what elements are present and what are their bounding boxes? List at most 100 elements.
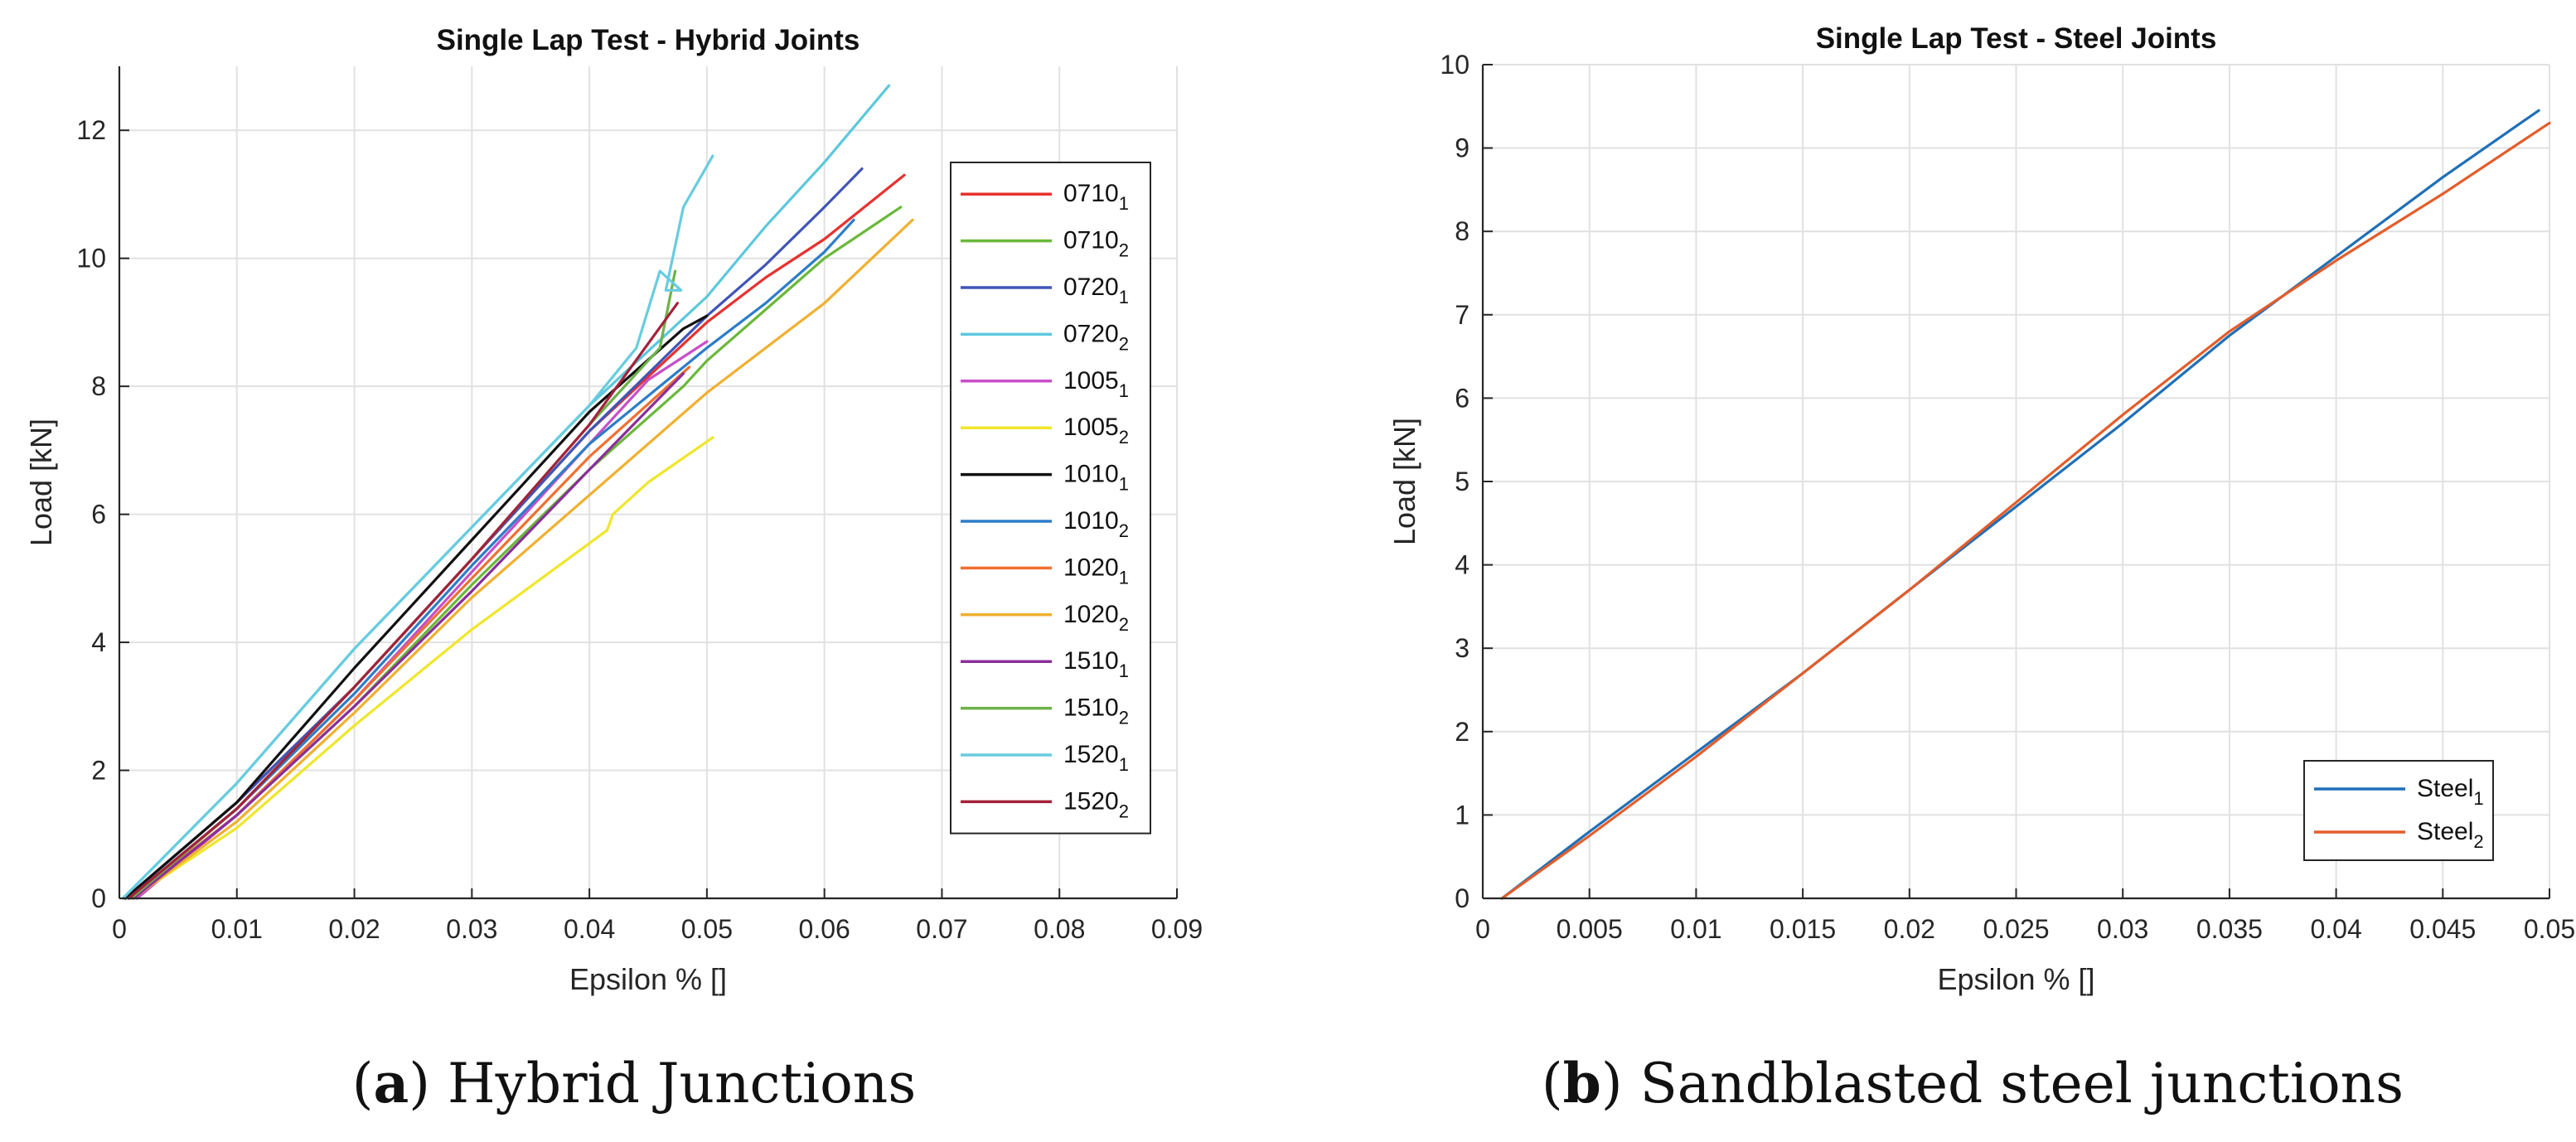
x-tick-label: 0.05 [681,914,733,944]
series-line-1010-2 [127,218,855,900]
legend-entry-subscript: 1 [1119,380,1129,401]
x-tick-label: 0.005 [1557,914,1623,944]
y-tick-label: 3 [1455,633,1470,663]
legend-entry: 07102 [1063,227,1129,261]
legend-entry-name: 1510 [1063,647,1119,675]
x-tick-label: 0 [1475,914,1490,944]
legend-entry: 10051 [1063,367,1129,401]
y-tick-label: 8 [91,371,106,401]
legend-entry: 10202 [1063,601,1129,635]
legend-entry-name: 1005 [1063,367,1119,394]
legend-entry: 07201 [1063,273,1129,307]
legend-entry-name: 0720 [1063,273,1119,301]
legend-entry: 15201 [1063,741,1129,775]
legend-entry-name: 1520 [1063,787,1119,815]
legend-entry-subscript: 2 [1119,427,1129,448]
chart-1: 0 0.01 0.02 0.03 0.04 0.05 0.06 0.07 0.08 0.09 0 2 4… [24,24,1203,996]
x-tick-label: 0.03 [2097,914,2148,944]
legend-entry-name: 1010 [1063,461,1119,488]
x-tick-label: 0.035 [2196,914,2263,944]
x-tick-label: 0.045 [2409,914,2476,944]
legend-entry-subscript: 1 [1119,193,1129,214]
series-line-1520-2 [127,302,680,900]
y-tick-label: 0 [1455,883,1470,913]
chart-2: 0 0.005 0.01 0.015 0.02 0.025 0.03 0.035 0.04 0.0… [1387,22,2575,996]
legend-entry-name: Steel [2417,775,2473,802]
series-line-1005-2 [129,436,714,900]
x-tick-label: 0 [112,914,127,944]
series-line-1520-1 [121,154,714,900]
y-tick-label: 5 [1455,467,1470,496]
legend-entry-name: 0710 [1063,227,1119,254]
legend-entry-name: 1020 [1063,554,1119,581]
x-tick-label: 0.015 [1770,914,1836,944]
legend-entry-name: Steel [2417,818,2473,845]
legend-entry-subscript: 2 [1119,801,1129,821]
legend-entry-name: 0710 [1063,180,1119,207]
legend: 0710107102072010720210051100521010110102… [950,162,1151,835]
x-tick-label: 0.07 [916,914,967,944]
legend-entry-name: 1010 [1063,507,1119,535]
legend-entry-subscript: 2 [2473,831,2483,852]
x-tick-label: 0.03 [446,914,497,944]
legend-entry: 15202 [1063,787,1129,821]
x-tick-label: 0.04 [564,914,615,944]
y-tick-label: 2 [1455,717,1470,747]
legend-box [950,162,1151,835]
y-axis-label: Load [kN] [1387,418,1421,545]
chart-title: Single Lap Test - Steel Joints [1816,22,2217,55]
series-line-1020-2 [132,218,914,900]
legend-entry: 10101 [1063,461,1129,495]
y-tick-label: 6 [1455,383,1470,413]
legend-entry-name: 1510 [1063,694,1119,722]
x-tick-label: 0.06 [799,914,850,944]
legend-entry: 10052 [1063,414,1129,448]
y-tick-label: 4 [91,627,106,657]
legend-entry-name: 0720 [1063,320,1119,347]
legend-entry-subscript: 1 [1119,661,1129,681]
x-tick-label: 0.01 [211,914,263,944]
y-tick-label: 8 [1455,216,1470,246]
y-tick-label: 1 [1455,800,1470,830]
legend-entry: Steel2 [2417,818,2484,852]
y-tick-label: 2 [91,756,106,786]
legend-entry-subscript: 1 [2473,788,2483,809]
series-line-1010-1 [123,314,709,900]
legend-entry: 15102 [1063,694,1129,728]
y-tick-label: 6 [91,500,106,530]
y-tick-label: 9 [1455,133,1470,163]
legend-entry-subscript: 2 [1119,333,1129,354]
legend-entry-subscript: 1 [1119,474,1129,495]
legend-entry-name: 1005 [1063,414,1119,441]
x-tick-label: 0.04 [2310,914,2361,944]
legend-entry: 10102 [1063,507,1129,541]
y-tick-label: 4 [1455,550,1470,580]
series-line-Steel-2 [1500,121,2551,900]
x-tick-label: 0.025 [1983,914,2049,944]
legend-entry-subscript: 2 [1119,614,1129,635]
caption-a: (a) Hybrid Junctions [351,1051,917,1115]
x-axis-label: Epsilon % [] [1937,962,2094,996]
legend-entry-subscript: 1 [1119,567,1129,588]
y-tick-label: 0 [91,883,106,913]
chart-title: Single Lap Test - Hybrid Joints [437,24,860,56]
legend-entry-name: 1020 [1063,601,1119,628]
legend-entry-subscript: 2 [1119,240,1129,261]
x-tick-label: 0.02 [1884,914,1935,944]
x-tick-label: 0.05 [2524,914,2575,944]
y-tick-label: 10 [76,244,106,273]
legend-entry: 10201 [1063,554,1129,588]
legend-entry-name: 1520 [1063,741,1119,768]
x-axis-label: Epsilon % [] [569,962,727,996]
legend-entry-subscript: 1 [1119,287,1129,307]
legend-entry: 15101 [1063,647,1129,681]
legend-entry-subscript: 2 [1119,520,1129,541]
caption-b: (b) Sandblasted steel junctions [1541,1051,2404,1115]
legend-entry: 07202 [1063,320,1129,354]
y-tick-label: 10 [1440,50,1470,80]
series-line-1510-1 [132,372,685,900]
x-tick-label: 0.09 [1151,914,1203,944]
series-line-Steel-1 [1500,109,2540,900]
